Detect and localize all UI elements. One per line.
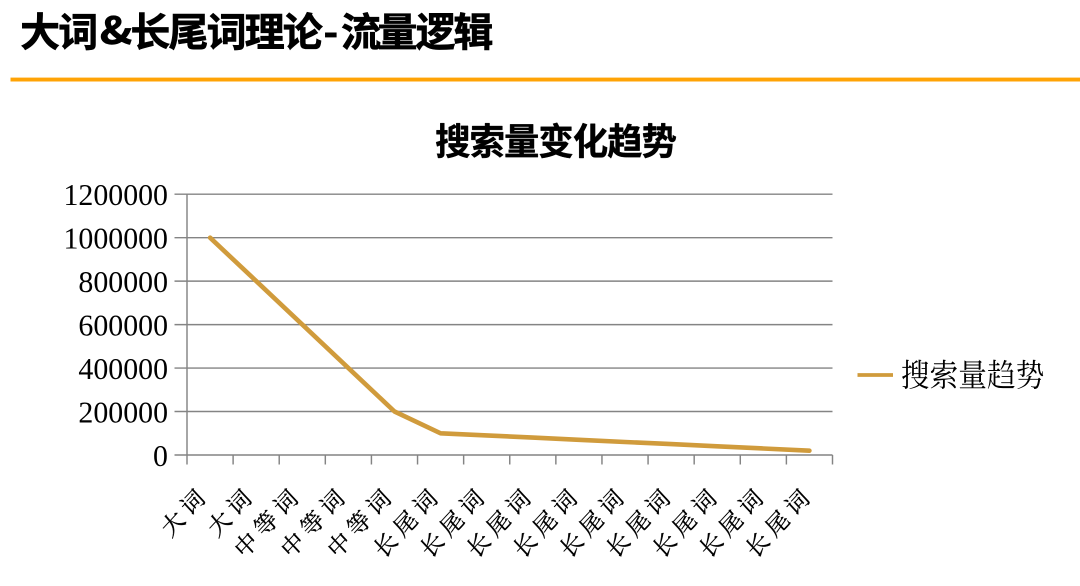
svg-text:400000: 400000 [78,351,168,386]
svg-text:800000: 800000 [78,264,168,299]
svg-text:200000: 200000 [78,395,168,430]
svg-text:1000000: 1000000 [63,221,168,256]
svg-text:0: 0 [153,438,168,473]
svg-text:600000: 600000 [78,308,168,343]
svg-text:1200000: 1200000 [63,178,168,213]
